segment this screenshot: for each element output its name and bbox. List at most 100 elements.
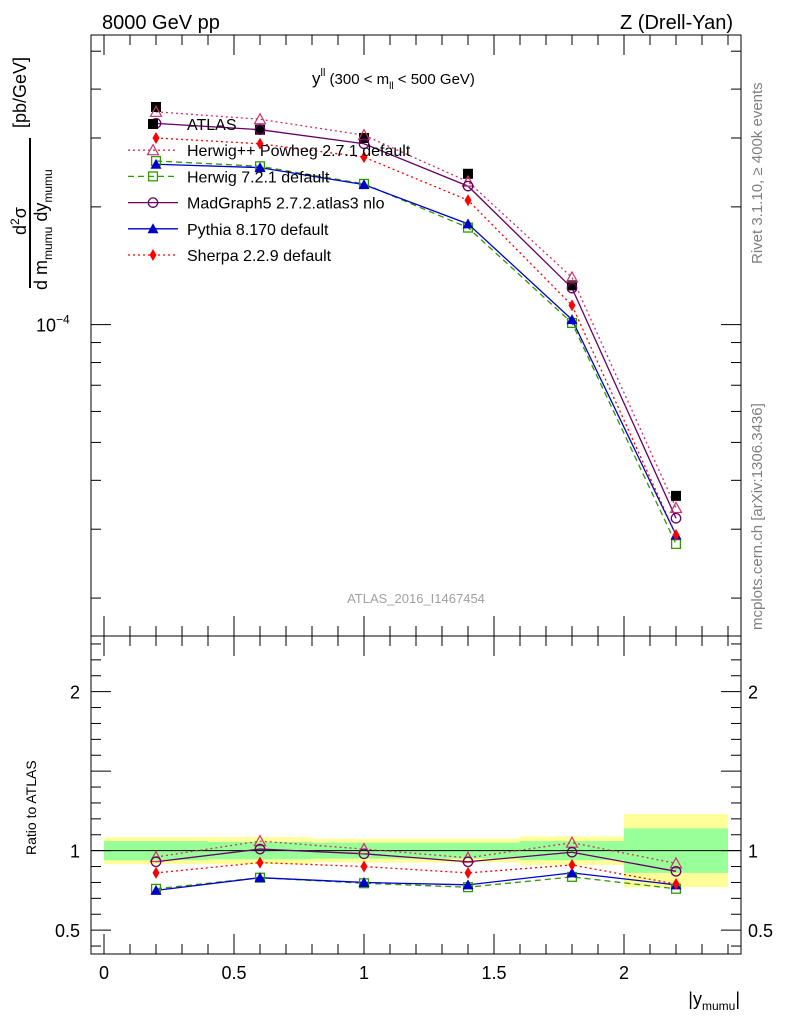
ratio-ytick-label-left-1: 1 [70,842,80,862]
ratio-point-5-1 [256,856,264,869]
legend-marker-1 [146,143,160,156]
ratio-point-1-2 [357,842,371,855]
main-point-4-4 [566,314,578,325]
main-point-3-4 [566,282,578,294]
legend-label-3: MadGraph5 2.7.2.atlas3 nlo [187,196,385,213]
main-point-0-4 [567,280,577,291]
main-axis-ticks: 10−410−3 [36,35,741,636]
x-axis-label: |ymumu| [688,989,740,1013]
ratio-point-4-3 [462,879,474,890]
ratio-plot-area [91,814,741,895]
main-point-4-0 [150,158,162,169]
legend-label-1: Herwig++ Powheg 2.7.1 default [187,143,411,160]
main-point-0-5 [671,490,681,501]
ratio-point-3-3 [462,856,474,868]
ratio-ytick-label-right-1: 1 [748,842,758,862]
ratio-point-1-1 [253,834,267,847]
ratio-ytick-label-left-2: 2 [70,683,80,703]
x-tick-label-3: 1.5 [481,963,506,983]
legend-marker-4 [147,223,159,234]
main-point-5-5 [672,528,680,541]
main-ytick-label-0: 10−4 [36,313,70,336]
rivet-label: Rivet 3.1.10, ≥ 400k events [749,82,766,264]
main-panel: 10−410−3 yll (300 < mll < 500 GeV) ATLAS… [8,34,742,637]
ratio-point-5-3 [464,866,472,879]
main-point-4-3 [462,218,474,229]
ratio-point-5-2 [360,860,368,873]
main-plot-area [149,102,683,550]
ratio-ytick-label-left-0: 0.5 [55,921,80,941]
ratio-panel: 0.5 0.5 1 1 2 2 0 0.5 1 1.5 2 Ratio to ATLAS [23,635,773,983]
ratio-frame [90,635,742,955]
ratio-series-line-4 [155,872,677,892]
ratio-point-1-5 [669,856,683,869]
ylabel-denominator: d mmumu dymumu [31,169,55,290]
main-point-5-4 [568,299,576,312]
main-series-line-1 [155,111,677,509]
ratio-series-line-5 [155,861,677,885]
ratio-point-4-2 [358,876,370,887]
ratio-series-line-2 [155,876,677,890]
main-point-3-1 [254,124,266,136]
legend-label-5: Sherpa 2.2.9 default [187,248,332,265]
main-point-0-2 [359,132,369,143]
main-point-1-3 [461,174,475,187]
ratio-ytick-label-right-0: 0.5 [748,921,773,941]
ratio-ytick-label-right-2: 2 [748,683,758,703]
legend-marker-2 [147,171,159,182]
ratio-series-line-3 [155,848,677,872]
plot-title: yll (300 < mll < 500 GeV) [312,67,475,92]
main-point-5-3 [464,194,472,207]
ylabel-numerator: d2σ [8,207,30,235]
ratio-point-1-0 [149,850,163,863]
main-point-1-0 [149,105,163,117]
ratio-point-3-1 [254,843,266,855]
main-series-line-5 [155,137,677,536]
ratio-point-3-4 [566,846,578,858]
legend-label-0: ATLAS [187,117,237,134]
main-point-3-2 [358,138,370,150]
main-series-line-2 [155,160,677,545]
x-tick-label-4: 2 [619,963,629,983]
main-point-1-1 [253,112,267,125]
x-tick-label-2: 1 [359,963,369,983]
main-point-1-5 [669,501,683,514]
main-point-5-2 [360,151,368,164]
ratio-y-axis-label: Ratio to ATLAS [23,760,39,855]
ylabel-units: [pb/GeV] [10,57,30,128]
main-series-line-3 [155,122,677,519]
ratio-axis-ticks: 0.5 0.5 1 1 2 2 0 0.5 1 1.5 2 [55,636,773,983]
main-point-3-3 [462,180,474,192]
header-left: 8000 GeV pp [102,12,220,34]
main-y-axis-label: d2σ d mmumu dymumu [pb/GeV] [8,57,55,290]
ratio-point-5-5 [672,878,680,891]
main-point-3-5 [670,512,682,524]
ratio-point-4-0 [150,884,162,895]
ratio-point-4-1 [254,872,266,883]
ratio-series-line-1 [155,840,677,865]
main-point-1-4 [565,270,579,283]
main-point-4-1 [254,162,266,173]
ratio-point-3-0 [150,856,162,868]
main-point-5-0 [152,131,160,144]
legend-label-4: Pythia 8.170 default [187,222,329,239]
ratio-point-3-2 [358,848,370,860]
ratio-point-4-4 [566,867,578,878]
main-point-0-3 [463,168,473,179]
main-point-5-1 [256,137,264,150]
legend-marker-3 [147,197,159,208]
ratio-point-5-0 [152,866,160,879]
legend-label-2: Herwig 7.2.1 default [187,169,330,186]
analysis-watermark: ATLAS_2016_I1467454 [347,591,485,606]
x-tick-label-1: 0.5 [221,963,246,983]
legend: ATLAS Herwig++ Powheg 2.7.1 default Herwig… [128,117,411,265]
main-point-0-1 [255,124,265,135]
ratio-point-3-5 [670,865,682,877]
mcplots-label: mcplots.cern.ch [arXiv:1306.3436] [749,403,766,630]
ratio-point-5-4 [568,858,576,871]
main-series-line-4 [155,163,677,536]
x-tick-label-0: 0 [99,963,109,983]
legend-marker-0 [148,119,158,129]
legend-marker-5 [149,249,157,261]
